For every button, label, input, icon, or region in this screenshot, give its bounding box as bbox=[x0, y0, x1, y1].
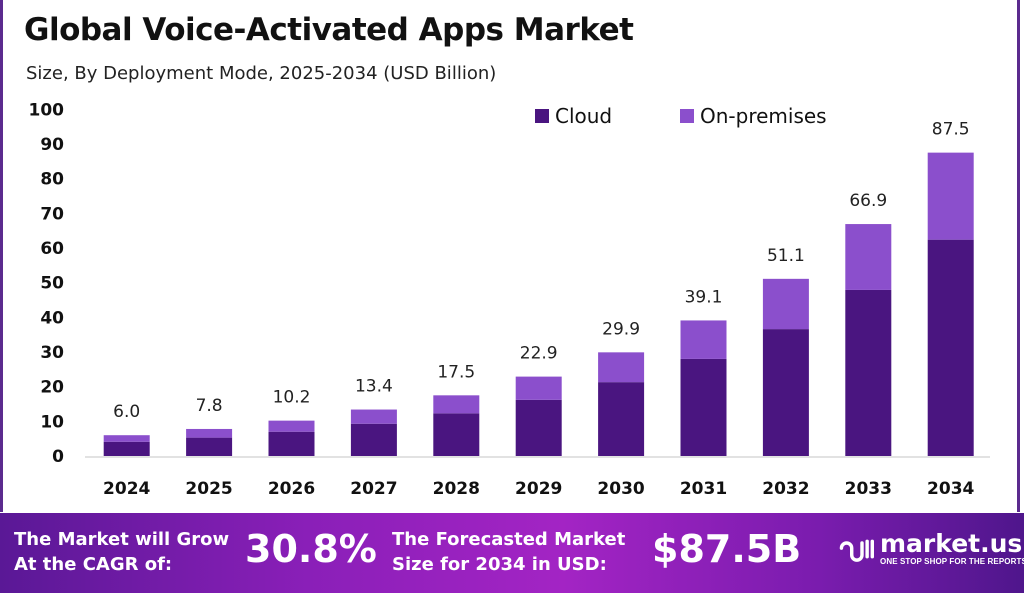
bar-on-premises-2031 bbox=[680, 320, 727, 359]
logo-icon bbox=[839, 539, 874, 562]
data-label-total: 6.0 bbox=[113, 402, 140, 422]
bar-on-premises-2027 bbox=[350, 409, 397, 424]
bar-cloud-2025 bbox=[186, 437, 233, 456]
data-label-total: 10.2 bbox=[273, 388, 311, 408]
x-tick-label: 2024 bbox=[103, 479, 150, 499]
forecast-value: $87.5B bbox=[652, 527, 802, 571]
y-tick-label: 10 bbox=[40, 412, 64, 432]
bar-on-premises-2028 bbox=[433, 395, 480, 414]
y-tick-label: 0 bbox=[52, 447, 64, 467]
x-tick-label: 2030 bbox=[597, 479, 644, 499]
y-tick-label: 40 bbox=[40, 308, 64, 328]
cagr-label-line1: The Market will Grow bbox=[14, 529, 230, 550]
forecast-label-line2: Size for 2034 in USD: bbox=[392, 554, 607, 575]
bar-cloud-2031 bbox=[680, 358, 727, 456]
x-tick-label: 2033 bbox=[845, 479, 892, 499]
bar-cloud-2026 bbox=[268, 431, 315, 456]
x-tick-label: 2026 bbox=[268, 479, 315, 499]
bar-cloud-2024 bbox=[103, 441, 150, 456]
logo-tagline: ONE STOP SHOP FOR THE REPORTS bbox=[880, 557, 1024, 566]
y-tick-label: 20 bbox=[40, 378, 64, 398]
y-tick-label: 100 bbox=[29, 100, 65, 120]
y-tick-label: 60 bbox=[40, 239, 64, 259]
legend-swatch-cloud bbox=[535, 109, 549, 123]
bar-on-premises-2030 bbox=[598, 352, 645, 383]
data-label-total: 66.9 bbox=[849, 191, 887, 211]
data-label-total: 29.9 bbox=[602, 319, 640, 339]
x-tick-label: 2029 bbox=[515, 479, 562, 499]
bar-cloud-2029 bbox=[515, 399, 562, 456]
bar-cloud-2028 bbox=[433, 413, 480, 456]
cagr-label-line2: At the CAGR of: bbox=[14, 554, 173, 575]
data-label-total: 13.4 bbox=[355, 377, 393, 397]
bar-chart: 01020304050607080901006.020247.8202510.2… bbox=[29, 100, 990, 499]
x-tick-label: 2032 bbox=[762, 479, 809, 499]
legend-swatch-on-premises bbox=[680, 109, 694, 123]
y-tick-label: 70 bbox=[40, 204, 64, 224]
market-us-logo: market.us ONE STOP SHOP FOR THE REPORTS bbox=[838, 531, 1024, 567]
bar-on-premises-2024 bbox=[103, 435, 150, 442]
x-tick-label: 2031 bbox=[680, 479, 727, 499]
x-tick-label: 2028 bbox=[433, 479, 480, 499]
data-label-total: 7.8 bbox=[196, 396, 223, 416]
bar-cloud-2032 bbox=[762, 329, 809, 456]
y-tick-label: 50 bbox=[40, 274, 64, 294]
y-tick-label: 80 bbox=[40, 170, 64, 190]
legend-label: Cloud bbox=[555, 104, 612, 128]
x-tick-label: 2027 bbox=[350, 479, 397, 499]
logo-name: market.us bbox=[880, 529, 1023, 558]
chart-subtitle: Size, By Deployment Mode, 2025-2034 (USD… bbox=[26, 63, 497, 84]
cagr-label: The Market will Grow At the CAGR of: bbox=[14, 527, 229, 577]
bar-on-premises-2029 bbox=[515, 376, 562, 400]
cagr-value: 30.8% bbox=[245, 527, 377, 571]
bar-cloud-2027 bbox=[350, 423, 397, 456]
bar-on-premises-2033 bbox=[845, 224, 892, 290]
legend-label: On-premises bbox=[700, 104, 827, 128]
x-tick-label: 2034 bbox=[927, 479, 974, 499]
bar-on-premises-2025 bbox=[186, 428, 233, 438]
forecast-label-line1: The Forecasted Market bbox=[392, 529, 626, 550]
x-tick-label: 2025 bbox=[185, 479, 232, 499]
chart-frame bbox=[0, 0, 1020, 512]
data-label-total: 87.5 bbox=[932, 120, 970, 140]
bar-on-premises-2026 bbox=[268, 420, 315, 432]
bar-cloud-2034 bbox=[927, 239, 974, 456]
forecast-label: The Forecasted Market Size for 2034 in U… bbox=[392, 527, 625, 577]
y-tick-label: 30 bbox=[40, 343, 64, 363]
bar-cloud-2033 bbox=[845, 289, 892, 456]
data-label-total: 22.9 bbox=[520, 344, 558, 364]
summary-banner: The Market will Grow At the CAGR of: 30.… bbox=[0, 513, 1024, 593]
y-tick-label: 90 bbox=[40, 135, 64, 155]
bar-cloud-2030 bbox=[598, 382, 645, 456]
data-label-total: 17.5 bbox=[437, 362, 475, 382]
bar-on-premises-2034 bbox=[927, 152, 974, 240]
data-label-total: 51.1 bbox=[767, 246, 805, 266]
bar-on-premises-2032 bbox=[762, 278, 809, 330]
chart-title: Global Voice-Activated Apps Market bbox=[24, 12, 634, 48]
data-label-total: 39.1 bbox=[685, 287, 723, 307]
